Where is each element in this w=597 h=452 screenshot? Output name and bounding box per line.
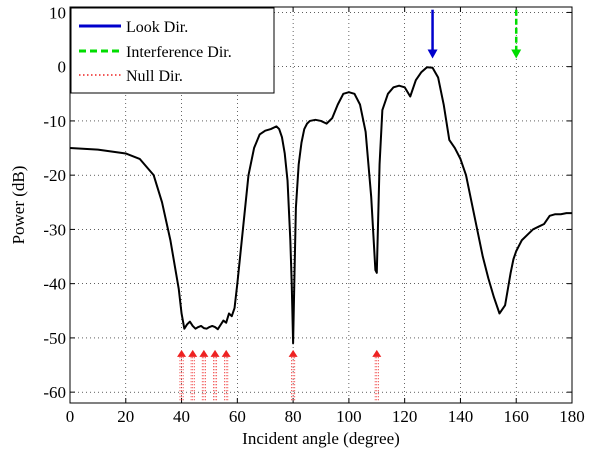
y-axis-label: Power (dB)	[9, 166, 28, 245]
look-direction-arrow	[427, 9, 438, 59]
x-tick-label: 60	[229, 407, 246, 426]
y-tick-label: -20	[43, 166, 66, 185]
null-direction-arrow	[221, 349, 231, 401]
y-tick-label: 10	[49, 3, 66, 22]
y-tick-label: -10	[43, 112, 66, 131]
plot-frame	[69, 6, 573, 404]
null-direction-arrow	[288, 349, 298, 401]
power-pattern-line	[69, 66, 572, 345]
y-tick-label: 0	[58, 58, 67, 77]
direction-markers	[177, 9, 522, 401]
y-tick-label: -50	[43, 329, 66, 348]
x-tick-label: 80	[285, 407, 302, 426]
null-direction-arrow	[199, 349, 209, 401]
x-tick-label: 100	[336, 407, 362, 426]
null-direction-arrow	[210, 349, 220, 401]
interference-direction-arrow	[511, 9, 522, 59]
x-axis-label: Incident angle (degree)	[242, 429, 400, 448]
x-tick-label: 160	[503, 407, 529, 426]
x-tick-label: 140	[448, 407, 474, 426]
x-tick-label: 120	[392, 407, 418, 426]
y-tick-labels: 10 0 -10 -20 -30 -40 -50 -60	[43, 3, 66, 402]
x-tick-label: 20	[117, 407, 134, 426]
null-direction-arrow	[372, 349, 382, 401]
y-tick-label: -30	[43, 220, 66, 239]
x-tick-labels: 0 20 40 60 80 100 120 140 160 180	[66, 407, 585, 426]
y-tick-label: -40	[43, 275, 66, 294]
x-tick-label: 0	[66, 407, 75, 426]
legend: Look Dir. Interference Dir. Null Dir.	[70, 7, 275, 94]
legend-label-null: Null Dir.	[126, 68, 183, 85]
series-layer	[69, 66, 572, 345]
null-direction-arrow	[188, 349, 198, 401]
legend-label-look: Look Dir.	[126, 19, 188, 36]
y-tick-label: -60	[43, 383, 66, 402]
legend-label-interference: Interference Dir.	[126, 44, 232, 61]
x-tick-label: 180	[559, 407, 585, 426]
null-direction-arrow	[177, 349, 187, 401]
x-tick-label: 40	[173, 407, 190, 426]
